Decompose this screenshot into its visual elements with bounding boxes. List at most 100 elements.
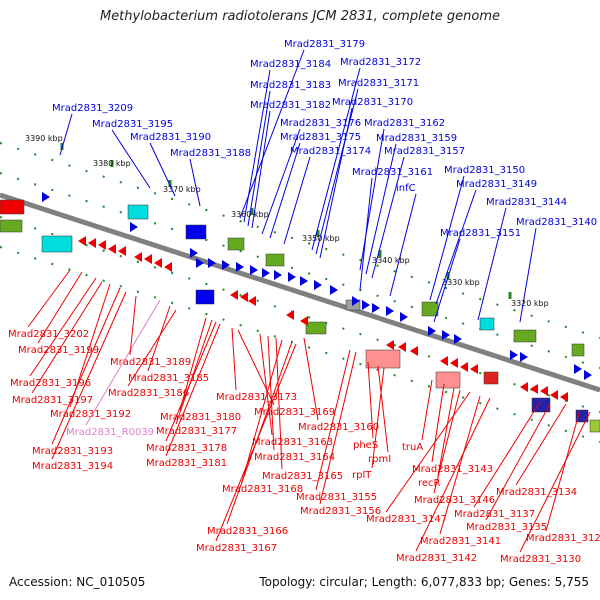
forward-gene-arrow: [236, 262, 244, 272]
gene-label: Mrad2831_3172: [340, 57, 421, 68]
reverse-gene-arrow: [440, 356, 448, 366]
gene-block: [227, 237, 245, 251]
gene-block: [589, 419, 600, 433]
leader-line: [165, 323, 221, 457]
forward-gene-arrow: [400, 312, 408, 322]
gene-label: truA: [402, 442, 423, 453]
reverse-gene-arrow: [450, 358, 458, 368]
leader-line: [477, 207, 507, 321]
gene-label: Mrad2831_3168: [222, 484, 303, 495]
leader-line: [319, 107, 353, 259]
gene-label: Mrad2831_3156: [300, 506, 381, 517]
leader-line: [473, 401, 541, 508]
reverse-gene-arrow: [108, 244, 116, 254]
map-title: Methylobacterium radiotolerans JCM 2831,…: [99, 9, 501, 24]
forward-gene-arrow: [190, 248, 198, 258]
reverse-gene-arrow: [88, 238, 96, 248]
gene-label: Mrad2831_3135: [466, 522, 547, 533]
forward-gene-arrow: [510, 350, 518, 360]
leader-line: [247, 90, 271, 227]
forward-gene-arrow: [250, 265, 258, 275]
reverse-gene-arrow: [118, 246, 126, 256]
gene-block: [127, 204, 149, 220]
gene-label: Mrad2831_3144: [486, 197, 567, 208]
leader-line: [311, 67, 361, 251]
gene-label: Mrad2831_3179: [284, 39, 365, 50]
leader-line: [365, 143, 397, 275]
reverse-gene-arrow: [460, 362, 468, 372]
gene-block: [305, 321, 327, 335]
forward-gene-arrow: [300, 276, 308, 286]
leader-line: [59, 113, 73, 156]
leader-line: [319, 351, 357, 505]
forward-gene-arrow: [196, 258, 204, 268]
reverse-gene-arrow: [144, 254, 152, 264]
genome-backbone: [0, 192, 600, 393]
leader-line: [371, 156, 405, 279]
gene-label: Mrad2831_3165: [262, 471, 343, 482]
reverse-gene-arrow: [540, 386, 548, 396]
gene-block: [265, 253, 285, 267]
gene-label: Mrad2831_3137: [454, 509, 535, 520]
gene-label: Mrad2831_3167: [196, 543, 277, 554]
forward-gene-arrow: [274, 270, 282, 280]
gene-block: [41, 235, 73, 253]
reverse-gene-arrow: [98, 240, 106, 250]
gene-label: Mrad2831_3188: [170, 148, 251, 159]
gene-label: Mrad2831_3146: [414, 495, 495, 506]
reverse-gene-arrow: [286, 310, 294, 320]
forward-gene-arrow: [352, 296, 360, 306]
leader-line: [175, 319, 213, 425]
leader-line: [439, 395, 481, 535]
gene-label: Mrad2831_3175: [280, 132, 361, 143]
forward-gene-arrow: [372, 303, 380, 313]
leader-line: [241, 339, 283, 483]
gene-label: Mrad2831_3174: [290, 146, 371, 157]
reverse-gene-arrow: [240, 292, 248, 302]
forward-gene-arrow: [520, 352, 528, 362]
gene-label: Mrad2831_3184: [250, 59, 331, 70]
forward-gene-arrow: [386, 306, 394, 316]
gene-label: Mrad2831_3195: [92, 119, 173, 130]
leader-line: [31, 281, 103, 394]
leader-line: [389, 193, 417, 297]
forward-gene-arrow: [262, 268, 270, 278]
leader-line: [29, 277, 97, 377]
leader-line: [189, 158, 201, 207]
leader-line: [429, 175, 465, 301]
gene-label: pheS: [353, 440, 378, 451]
leader-line: [239, 49, 305, 219]
leader-line: [259, 333, 273, 436]
gene-block: [483, 371, 499, 385]
genome-summary-text: Topology: circular; Length: 6,077,833 bp…: [259, 575, 589, 589]
gene-label: Mrad2831_R0039: [66, 427, 154, 438]
gene-label: rpmI: [368, 454, 391, 465]
gene-label: Mrad2831_3171: [338, 78, 419, 89]
gene-block: [185, 224, 207, 240]
gene-label: Mrad2831_3141: [420, 536, 501, 547]
forward-gene-arrow: [222, 260, 230, 270]
leader-line: [261, 128, 301, 235]
forward-gene-arrow: [288, 272, 296, 282]
reverse-gene-arrow: [410, 346, 418, 356]
forward-gene-arrow: [454, 334, 462, 344]
leader-line: [421, 379, 433, 441]
leader-line: [269, 142, 301, 239]
gene-label: Mrad2831_3166: [207, 526, 288, 537]
gene-label: Mrad2831_3170: [332, 97, 413, 108]
leader-line: [215, 343, 297, 542]
leader-line: [545, 409, 581, 532]
scale-tick-label: 3390 kbp: [25, 134, 63, 143]
leader-line: [129, 295, 137, 356]
leader-line: [435, 189, 477, 305]
reverse-gene-arrow: [470, 364, 478, 374]
leader-line: [315, 88, 359, 255]
forward-gene-arrow: [442, 330, 450, 340]
forward-gene-arrow: [208, 258, 216, 268]
gene-label: rplT: [352, 470, 372, 481]
leader-line: [515, 403, 567, 486]
reverse-gene-arrow: [560, 392, 568, 402]
gene-label: Mrad2831_3176: [280, 118, 361, 129]
leader-line: [433, 389, 461, 494]
scale-tick-label: 3320 kbp: [511, 299, 549, 308]
